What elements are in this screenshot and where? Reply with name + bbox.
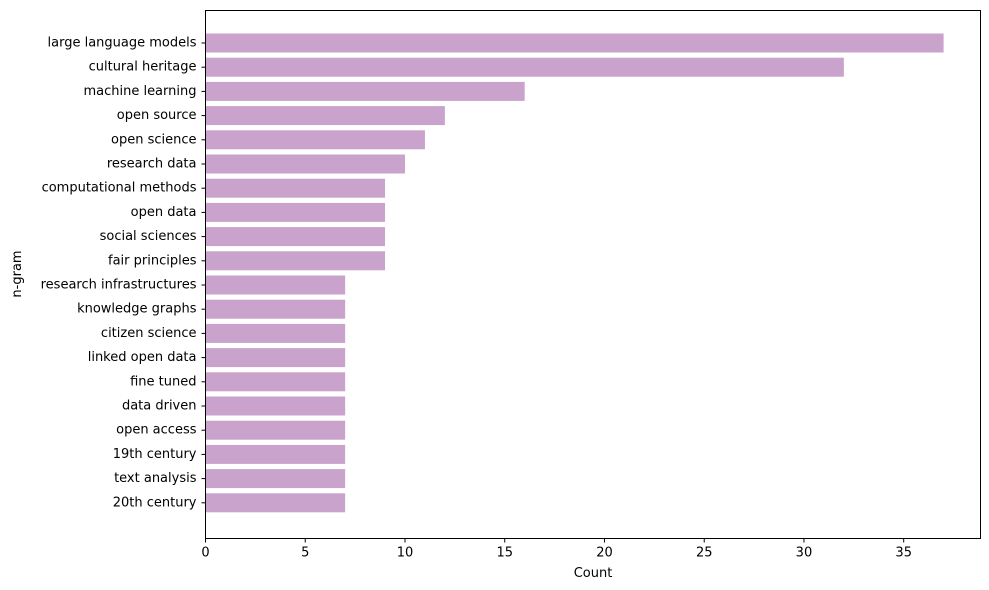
y-tick-label-7: open data: [131, 205, 197, 220]
bar-11: [205, 299, 346, 319]
y-tick-label-13: linked open data: [88, 350, 197, 365]
bar-3: [205, 106, 445, 126]
x-axis-label: Count: [574, 566, 613, 581]
y-axis-label: n-gram: [10, 250, 25, 297]
bar-13: [205, 348, 346, 368]
bar-9: [205, 251, 386, 271]
y-tick-label-10: research infrastructures: [41, 278, 197, 293]
plot-frame: [205, 10, 981, 539]
y-tick-label-15: data driven: [122, 399, 197, 414]
bar-5: [205, 154, 405, 174]
y-tick-label-6: computational methods: [42, 181, 197, 196]
y-tick-label-16: open access: [116, 423, 197, 438]
bar-2: [205, 81, 525, 101]
y-axis-ticks: large language models cultural heritage ma…: [41, 36, 206, 510]
y-tick-label-18: text analysis: [114, 471, 197, 486]
y-tick-label-11: knowledge graphs: [77, 302, 197, 317]
bar-14: [205, 372, 346, 392]
bar-16: [205, 420, 346, 440]
x-tick-label-7: 35: [895, 546, 912, 561]
x-tick-label-3: 15: [496, 546, 513, 561]
bar-10: [205, 275, 346, 295]
y-tick-label-3: open source: [117, 108, 197, 123]
bar-1: [205, 57, 844, 77]
bar-7: [205, 202, 386, 222]
y-tick-label-9: fair principles: [108, 253, 197, 268]
x-tick-label-5: 25: [696, 546, 713, 561]
bar-0: [205, 33, 944, 53]
y-tick-label-4: open science: [111, 132, 197, 147]
x-tick-label-2: 10: [397, 546, 414, 561]
x-tick-label-0: 0: [201, 546, 209, 561]
y-tick-label-19: 20th century: [113, 495, 197, 510]
y-tick-label-0: large language models: [48, 36, 197, 51]
bar-17: [205, 444, 346, 464]
y-tick-label-8: social sciences: [100, 229, 197, 244]
bar-18: [205, 469, 346, 489]
y-tick-label-2: machine learning: [83, 84, 196, 99]
bar-6: [205, 178, 386, 198]
y-tick-label-17: 19th century: [113, 447, 197, 462]
y-tick-label-12: citizen science: [101, 326, 197, 341]
bars-group: [205, 33, 944, 513]
x-axis-ticks: 0 5 10 15 20 25 30 35: [201, 538, 912, 561]
bar-15: [205, 396, 346, 416]
bar-19: [205, 493, 346, 513]
x-tick-label-6: 30: [796, 546, 813, 561]
y-tick-label-1: cultural heritage: [89, 60, 197, 75]
y-tick-label-5: research data: [107, 157, 197, 172]
bar-8: [205, 227, 386, 247]
bar-4: [205, 130, 425, 150]
y-tick-label-14: fine tuned: [130, 374, 196, 389]
x-tick-label-4: 20: [596, 546, 613, 561]
bar-12: [205, 323, 346, 343]
x-tick-label-1: 5: [301, 546, 309, 561]
